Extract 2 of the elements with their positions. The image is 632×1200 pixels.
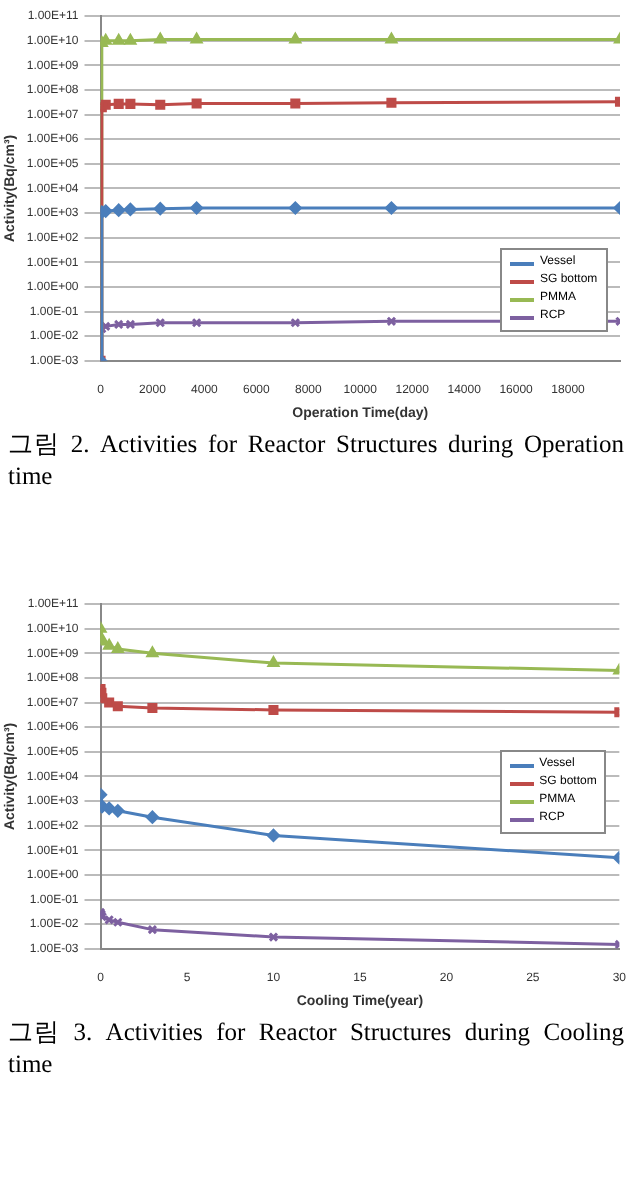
text: 그림 2. Activities for Reactor Structures during Operation time: [6, 428, 626, 494]
text: 그림 3. Activities for Reactor Structures during Cooling time: [6, 1016, 626, 1082]
